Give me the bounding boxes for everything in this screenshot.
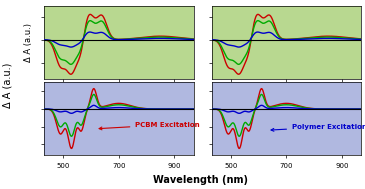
Text: Wavelength (nm): Wavelength (nm): [153, 175, 248, 185]
Y-axis label: Δ A (a.u.): Δ A (a.u.): [24, 23, 33, 62]
Text: Polymer Excitation: Polymer Excitation: [271, 124, 365, 131]
Text: PCBM Excitation: PCBM Excitation: [99, 122, 200, 130]
Text: Δ A (a.u.): Δ A (a.u.): [2, 62, 12, 108]
